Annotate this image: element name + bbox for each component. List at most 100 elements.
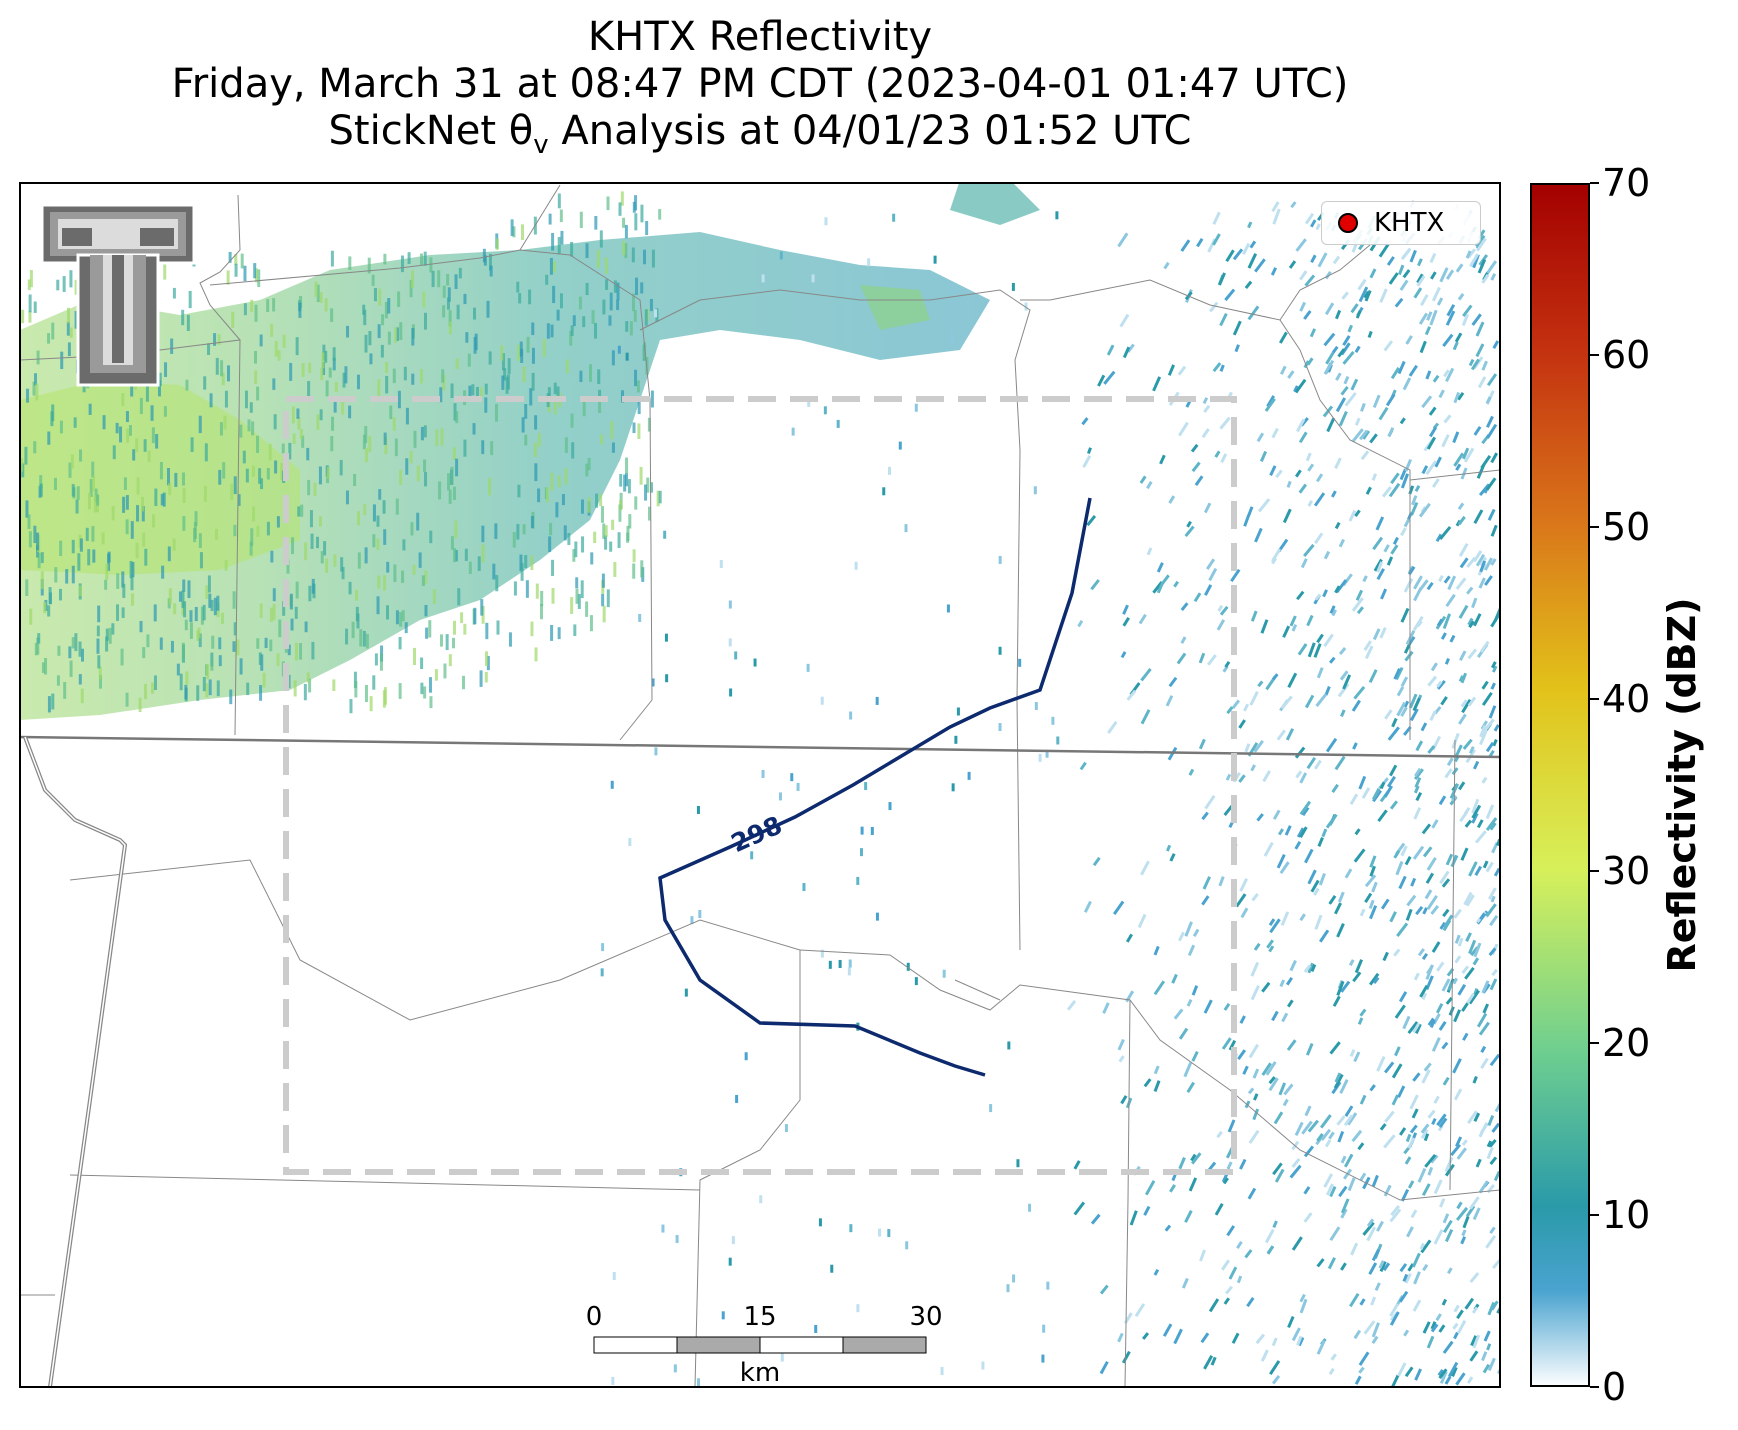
storm-echo bbox=[604, 535, 608, 550]
storm-echo bbox=[126, 428, 130, 443]
scattered-echo bbox=[1469, 1350, 1479, 1362]
scattered-echo bbox=[1481, 980, 1490, 994]
storm-echo bbox=[463, 439, 467, 457]
storm-echo bbox=[616, 299, 620, 311]
storm-echo bbox=[452, 447, 456, 460]
scattered-echo bbox=[1382, 1262, 1391, 1272]
storm-echo bbox=[605, 279, 609, 290]
scattered-echo bbox=[1467, 1110, 1478, 1124]
scattered-echo bbox=[1430, 662, 1438, 672]
scattered-echo bbox=[1122, 617, 1130, 627]
scattered-echo bbox=[1256, 432, 1265, 443]
scattered-echo bbox=[721, 1311, 725, 1320]
storm-echo bbox=[446, 297, 450, 310]
scattered-echo bbox=[1203, 502, 1212, 514]
scattered-echo bbox=[1464, 966, 1475, 980]
storm-echo bbox=[359, 629, 363, 647]
storm-echo bbox=[307, 479, 311, 496]
scattered-echo bbox=[1086, 514, 1097, 527]
storm-echo bbox=[367, 257, 371, 274]
scattered-echo bbox=[1425, 460, 1437, 476]
scattered-echo bbox=[1432, 374, 1440, 383]
storm-echo bbox=[71, 637, 75, 649]
scattered-echo bbox=[1465, 932, 1472, 942]
storm-echo bbox=[522, 366, 526, 383]
storm-echo bbox=[567, 533, 571, 545]
storm-echo bbox=[520, 224, 524, 240]
storm-echo bbox=[585, 243, 589, 259]
scattered-echo bbox=[1438, 575, 1444, 582]
scattered-echo bbox=[904, 524, 908, 533]
scattered-echo bbox=[1461, 965, 1470, 974]
scattered-echo bbox=[1299, 270, 1308, 281]
scattered-echo bbox=[1122, 346, 1131, 359]
scattered-echo bbox=[1300, 558, 1308, 569]
scattered-echo bbox=[1398, 875, 1407, 890]
storm-echo bbox=[308, 362, 312, 373]
scattered-echo bbox=[1489, 914, 1499, 927]
scattered-echo bbox=[1460, 672, 1468, 684]
scattered-echo bbox=[1041, 1354, 1045, 1363]
storm-echo bbox=[307, 381, 311, 397]
scattered-echo bbox=[1469, 253, 1479, 268]
storm-echo bbox=[138, 697, 142, 712]
storm-echo bbox=[139, 620, 143, 633]
scattered-echo bbox=[665, 674, 669, 683]
scattered-echo bbox=[1414, 485, 1421, 493]
scattered-echo bbox=[1387, 427, 1395, 438]
scattered-echo bbox=[1421, 952, 1429, 961]
scattered-echo bbox=[1452, 1058, 1462, 1074]
storm-echo bbox=[193, 522, 197, 539]
scattered-echo bbox=[1371, 881, 1378, 893]
storm-echo bbox=[334, 381, 338, 392]
storm-echo bbox=[116, 604, 120, 621]
storm-echo bbox=[167, 546, 171, 562]
storm-echo bbox=[647, 417, 651, 432]
storm-echo bbox=[477, 556, 481, 571]
scattered-echo bbox=[1428, 406, 1437, 416]
scattered-echo bbox=[1204, 584, 1213, 596]
scattered-echo bbox=[1303, 310, 1312, 320]
scattered-echo bbox=[1192, 928, 1200, 938]
scattered-echo bbox=[1482, 1363, 1491, 1374]
storm-echo bbox=[526, 336, 530, 353]
storm-echo bbox=[356, 374, 360, 390]
scattered-echo bbox=[1383, 544, 1390, 553]
storm-echo bbox=[282, 601, 286, 616]
scattered-echo bbox=[1439, 526, 1452, 541]
scattered-echo bbox=[1244, 1249, 1253, 1259]
storm-echo bbox=[575, 588, 579, 604]
storm-echo bbox=[620, 191, 624, 206]
scattered-echo bbox=[1456, 1147, 1467, 1160]
storm-echo bbox=[364, 426, 368, 444]
scattered-echo bbox=[1426, 857, 1437, 871]
theta-v-contour-298 bbox=[658, 497, 1092, 1077]
scattered-echo bbox=[1472, 1207, 1481, 1221]
storm-echo bbox=[402, 539, 406, 551]
storm-echo bbox=[623, 474, 627, 492]
storm-echo bbox=[36, 532, 40, 551]
storm-echo bbox=[455, 458, 459, 477]
storm-echo bbox=[274, 460, 278, 474]
storm-echo bbox=[517, 344, 521, 361]
scattered-echo bbox=[1454, 332, 1463, 343]
storm-echo bbox=[398, 636, 402, 650]
scattered-echo bbox=[1427, 1017, 1435, 1026]
storm-echo bbox=[221, 372, 225, 386]
scattered-echo bbox=[1352, 971, 1362, 983]
storm-echo bbox=[20, 458, 24, 472]
storm-echo bbox=[319, 409, 323, 421]
scattered-echo bbox=[1422, 1321, 1431, 1334]
scattered-echo bbox=[1271, 201, 1280, 213]
scattered-echo bbox=[1473, 1112, 1481, 1122]
storm-echo bbox=[564, 468, 568, 485]
storm-echo bbox=[129, 560, 133, 579]
storm-echo bbox=[99, 674, 103, 689]
scattered-echo bbox=[1422, 846, 1433, 858]
scattered-echo bbox=[1378, 1260, 1385, 1269]
storm-echo bbox=[636, 380, 640, 393]
storm-echo bbox=[510, 219, 514, 236]
scattered-echo bbox=[1153, 1065, 1160, 1075]
scale-label-30: 30 bbox=[909, 1302, 943, 1332]
storm-echo bbox=[105, 636, 109, 652]
